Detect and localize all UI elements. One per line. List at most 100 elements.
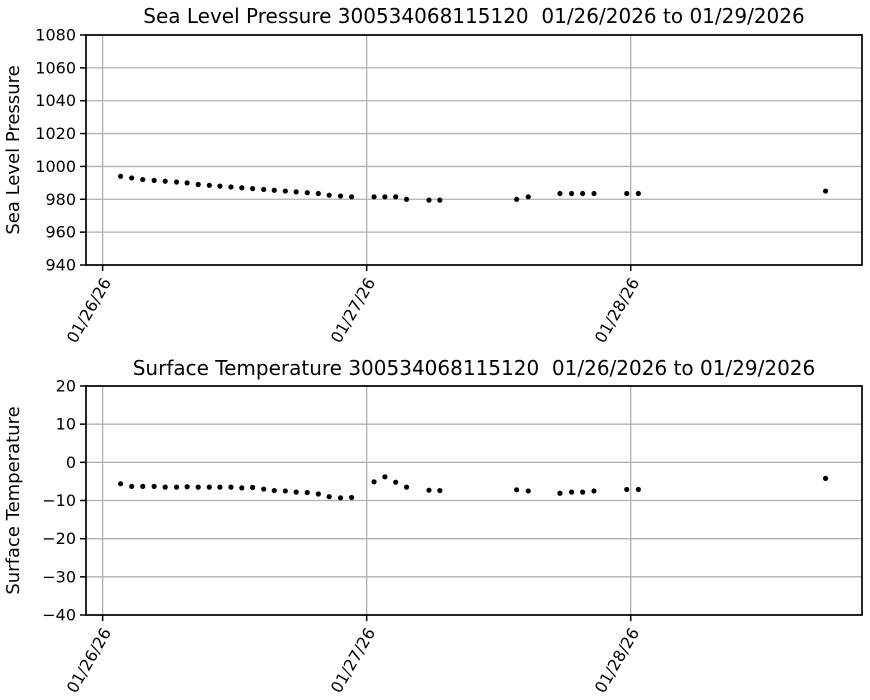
data-point: [184, 484, 190, 490]
data-point: [315, 491, 321, 497]
data-point: [514, 196, 520, 202]
data-point: [217, 484, 223, 490]
data-point: [140, 483, 146, 489]
data-point: [195, 484, 201, 490]
y-tick-label: −30: [42, 567, 76, 586]
data-point: [635, 486, 641, 493]
data-point: [293, 189, 299, 195]
x-tick-label: 01/26/26: [63, 625, 115, 697]
data-point: [403, 196, 410, 202]
data-point: [349, 194, 355, 200]
pressure-y-axis-label: Sea Level Pressure: [3, 65, 24, 234]
data-point: [337, 495, 344, 501]
x-tick-label: 01/28/26: [591, 625, 643, 697]
data-point: [117, 481, 124, 487]
data-point: [162, 484, 168, 490]
y-tick-label: 20: [56, 377, 76, 396]
plot-border: [85, 34, 863, 266]
data-point: [591, 488, 597, 494]
data-point: [525, 194, 531, 200]
data-point: [426, 197, 432, 203]
data-point: [337, 193, 344, 199]
data-point: [250, 484, 256, 491]
data-point: [239, 185, 245, 191]
temperature-plot-area: −40 −30 −20 −10 0 10 20 01/26/26 01/27/26 01/28/2…: [42, 377, 863, 697]
data-point: [437, 197, 443, 203]
data-point: [129, 483, 135, 489]
data-point: [239, 485, 245, 491]
y-tick-label: 960: [45, 223, 76, 242]
data-point: [580, 489, 586, 495]
temperature-y-axis-label: Surface Temperature: [3, 406, 24, 594]
data-point: [151, 177, 157, 183]
data-point: [371, 479, 377, 485]
data-point: [217, 183, 223, 189]
data-point: [304, 489, 310, 496]
x-tick-label: 01/28/26: [591, 275, 643, 347]
data-point: [261, 486, 267, 492]
data-point: [326, 192, 332, 198]
data-point: [624, 486, 630, 493]
data-point: [195, 181, 201, 188]
data-point: [184, 180, 190, 186]
y-tick-label: −40: [42, 606, 76, 625]
data-point: [282, 188, 288, 194]
temperature-chart-title: Surface Temperature 300534068115120 01/2…: [133, 356, 816, 380]
data-point: [173, 484, 180, 490]
data-point: [206, 484, 212, 490]
data-point: [514, 487, 520, 493]
y-tick-label: 10: [56, 415, 76, 434]
y-tick-label: 1080: [35, 26, 76, 45]
y-tick-label: −20: [42, 529, 76, 548]
y-tick-label: 940: [45, 256, 76, 275]
data-point: [293, 489, 299, 495]
data-point: [271, 187, 277, 193]
data-point: [315, 190, 321, 197]
x-tick-label: 01/26/26: [63, 275, 115, 347]
data-point: [206, 182, 212, 188]
data-point: [635, 190, 641, 197]
data-point: [426, 487, 432, 493]
y-tick-label: −10: [42, 491, 76, 510]
data-point: [326, 494, 332, 500]
temperature-chart: Surface Temperature 300534068115120 01/2…: [3, 356, 863, 697]
x-tick-label: 01/27/26: [327, 625, 379, 697]
data-point: [250, 186, 256, 192]
x-tick-label: 01/27/26: [327, 275, 379, 347]
data-point: [557, 190, 563, 197]
data-point: [271, 487, 277, 494]
data-point: [393, 479, 399, 485]
y-tick-label: 1060: [35, 58, 76, 77]
data-point: [117, 173, 124, 179]
data-point: [371, 194, 377, 200]
data-point: [822, 475, 829, 481]
y-tick-label: 980: [45, 190, 76, 209]
data-point: [382, 474, 388, 480]
data-point: [129, 175, 135, 181]
data-point: [403, 484, 410, 490]
data-point: [568, 489, 575, 495]
y-tick-label: 1000: [35, 157, 76, 176]
data-point: [822, 188, 829, 194]
data-point: [525, 488, 531, 494]
data-point: [140, 176, 146, 183]
data-point: [591, 190, 597, 197]
data-point: [228, 184, 234, 190]
data-point: [173, 179, 180, 185]
y-tick-label: 0: [66, 453, 76, 472]
data-point: [393, 194, 399, 200]
data-point: [580, 190, 586, 197]
data-point: [282, 488, 288, 494]
data-point: [261, 186, 267, 193]
data-point: [382, 194, 388, 200]
data-point: [304, 190, 310, 196]
data-point: [151, 483, 157, 489]
data-point: [437, 487, 443, 494]
y-tick-label: 1020: [35, 124, 76, 143]
data-point: [228, 484, 234, 490]
y-tick-label: 1040: [35, 91, 76, 110]
data-point: [568, 190, 575, 197]
pressure-plot-area: 940 960 980 1000 1020 1040 1060 1080 01/26/26 01/…: [35, 26, 863, 347]
data-point: [557, 490, 563, 496]
